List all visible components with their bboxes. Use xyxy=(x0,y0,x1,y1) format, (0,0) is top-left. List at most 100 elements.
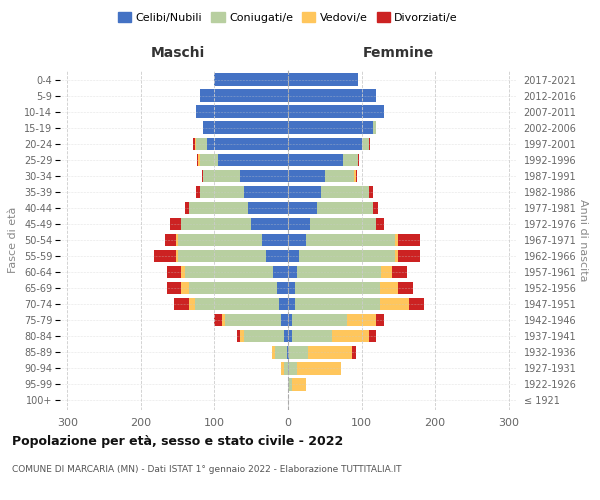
Bar xyxy=(181,218,251,230)
Bar xyxy=(273,266,288,278)
Bar xyxy=(373,122,376,134)
Bar xyxy=(295,282,380,294)
Bar xyxy=(356,170,357,182)
Bar xyxy=(248,202,288,214)
Bar xyxy=(358,154,359,166)
Bar xyxy=(207,138,288,150)
Y-axis label: Anni di nascita: Anni di nascita xyxy=(578,198,588,281)
Bar xyxy=(288,346,289,358)
Bar xyxy=(288,186,321,198)
Bar xyxy=(189,282,277,294)
Bar xyxy=(288,298,295,310)
Bar xyxy=(288,170,325,182)
Bar xyxy=(281,314,288,326)
Bar xyxy=(181,266,185,278)
Bar xyxy=(203,170,240,182)
Bar xyxy=(284,330,288,342)
Bar xyxy=(251,218,288,230)
Bar xyxy=(376,314,383,326)
Bar xyxy=(281,362,284,374)
Bar xyxy=(289,362,297,374)
Bar xyxy=(197,154,198,166)
Bar xyxy=(275,346,287,358)
Bar xyxy=(398,250,421,262)
Bar xyxy=(176,234,178,246)
Bar xyxy=(236,330,240,342)
Bar xyxy=(181,282,189,294)
Bar xyxy=(193,138,194,150)
Bar xyxy=(178,234,262,246)
Bar xyxy=(277,282,288,294)
Bar xyxy=(288,218,310,230)
Bar xyxy=(226,314,281,326)
Bar xyxy=(198,154,200,166)
Bar xyxy=(352,346,356,358)
Bar xyxy=(240,330,244,342)
Bar xyxy=(167,282,181,294)
Bar xyxy=(288,282,295,294)
Bar xyxy=(295,298,380,310)
Bar xyxy=(288,314,292,326)
Bar xyxy=(354,170,356,182)
Bar xyxy=(376,218,383,230)
Bar xyxy=(203,122,288,134)
Bar xyxy=(382,266,392,278)
Bar xyxy=(288,122,373,134)
Bar xyxy=(244,330,284,342)
Bar xyxy=(289,346,308,358)
Bar xyxy=(398,282,413,294)
Bar xyxy=(194,138,196,150)
Bar xyxy=(189,298,194,310)
Bar xyxy=(202,170,203,182)
Bar xyxy=(189,202,248,214)
Bar xyxy=(287,346,288,358)
Bar xyxy=(288,234,307,246)
Bar xyxy=(196,106,288,118)
Bar xyxy=(174,298,189,310)
Bar xyxy=(398,234,421,246)
Bar xyxy=(308,346,352,358)
Bar xyxy=(200,186,244,198)
Bar xyxy=(272,346,275,358)
Text: COMUNE DI MARCARIA (MN) - Dati ISTAT 1° gennaio 2022 - Elaborazione TUTTITALIA.I: COMUNE DI MARCARIA (MN) - Dati ISTAT 1° … xyxy=(12,465,401,474)
Bar xyxy=(178,250,266,262)
Bar xyxy=(196,186,200,198)
Bar xyxy=(292,314,347,326)
Bar xyxy=(214,74,288,86)
Bar xyxy=(154,250,176,262)
Bar xyxy=(292,378,307,390)
Text: Maschi: Maschi xyxy=(151,46,205,60)
Legend: Celibi/Nubili, Coniugati/e, Vedovi/e, Divorziati/e: Celibi/Nubili, Coniugati/e, Vedovi/e, Di… xyxy=(113,8,463,27)
Bar xyxy=(288,154,343,166)
Bar xyxy=(176,250,178,262)
Bar xyxy=(392,266,407,278)
Bar xyxy=(321,186,369,198)
Bar xyxy=(288,202,317,214)
Bar xyxy=(369,186,373,198)
Bar xyxy=(288,362,289,374)
Text: Popolazione per età, sesso e stato civile - 2022: Popolazione per età, sesso e stato civil… xyxy=(12,435,343,448)
Bar xyxy=(170,218,181,230)
Bar xyxy=(395,234,398,246)
Bar xyxy=(288,266,297,278)
Bar xyxy=(262,234,288,246)
Bar xyxy=(395,250,398,262)
Bar xyxy=(218,154,288,166)
Bar xyxy=(288,378,292,390)
Bar xyxy=(343,154,358,166)
Bar xyxy=(279,298,288,310)
Bar xyxy=(288,330,292,342)
Bar xyxy=(266,250,288,262)
Bar xyxy=(409,298,424,310)
Bar xyxy=(317,202,373,214)
Bar xyxy=(332,330,369,342)
Bar xyxy=(362,138,369,150)
Bar xyxy=(380,298,409,310)
Bar xyxy=(373,202,379,214)
Bar xyxy=(325,170,354,182)
Bar xyxy=(185,202,189,214)
Bar xyxy=(165,234,176,246)
Bar xyxy=(297,266,382,278)
Bar xyxy=(288,90,376,102)
Y-axis label: Fasce di età: Fasce di età xyxy=(8,207,19,273)
